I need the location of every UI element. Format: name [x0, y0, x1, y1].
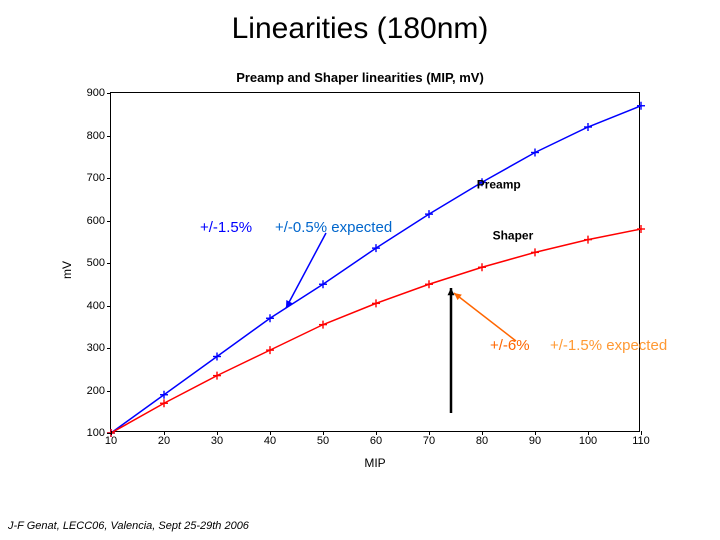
ytick: 300	[87, 342, 105, 354]
x-axis-label: MIP	[110, 456, 640, 470]
annotation-shaper-expected: +/-1.5% expected	[550, 337, 667, 354]
chart-title: Preamp and Shaper linearities (MIP, mV)	[60, 70, 660, 85]
xtick: 50	[317, 435, 329, 447]
xtick: 100	[579, 435, 597, 447]
ytick: 600	[87, 215, 105, 227]
footer-text: J-F Genat, LECC06, Valencia, Sept 25-29t…	[8, 520, 249, 532]
svg-text:Shaper: Shaper	[493, 229, 534, 243]
plot-area: PreampShaper 100200300400500600700800900…	[110, 92, 640, 432]
ytick: 200	[87, 385, 105, 397]
xtick: 30	[211, 435, 223, 447]
slide-title: Linearities (180nm)	[0, 0, 720, 46]
y-axis-label: mV	[60, 261, 74, 279]
xtick: 110	[632, 435, 650, 447]
xtick: 20	[158, 435, 170, 447]
chart-container: Preamp and Shaper linearities (MIP, mV) …	[60, 70, 660, 470]
xtick: 10	[105, 435, 117, 447]
ytick: 800	[87, 130, 105, 142]
ytick: 100	[87, 427, 105, 439]
ytick: 700	[87, 172, 105, 184]
annotation-preamp-pct: +/-1.5%	[200, 219, 252, 236]
xtick: 90	[529, 435, 541, 447]
chart-svg: Preamp Shaper	[111, 93, 641, 433]
svg-text:Preamp: Preamp	[477, 178, 521, 192]
xtick: 70	[423, 435, 435, 447]
ytick: 900	[87, 87, 105, 99]
xtick: 80	[476, 435, 488, 447]
ytick: 500	[87, 257, 105, 269]
xtick: 60	[370, 435, 382, 447]
xtick: 40	[264, 435, 276, 447]
annotation-shaper-pct: +/-6%	[490, 337, 530, 354]
ytick: 400	[87, 300, 105, 312]
annotation-preamp-expected: +/-0.5% expected	[275, 219, 392, 236]
